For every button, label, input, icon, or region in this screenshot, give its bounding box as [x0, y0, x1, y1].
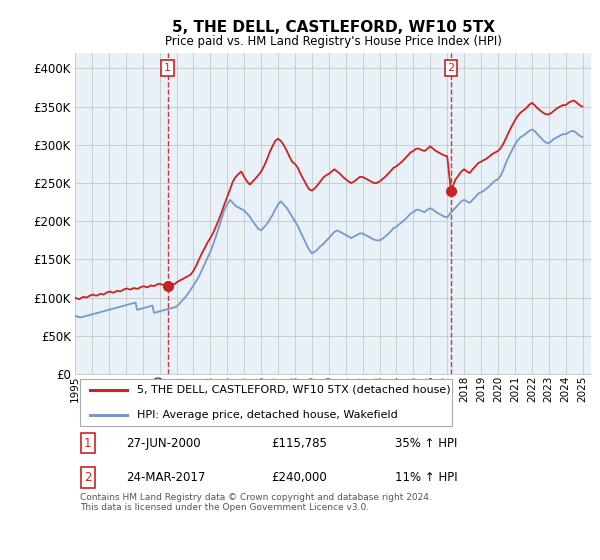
- Text: 35% ↑ HPI: 35% ↑ HPI: [395, 437, 457, 450]
- Text: 1: 1: [84, 437, 92, 450]
- Text: 24-MAR-2017: 24-MAR-2017: [127, 471, 206, 484]
- Text: HPI: Average price, detached house, Wakefield: HPI: Average price, detached house, Wake…: [137, 410, 398, 420]
- Text: £115,785: £115,785: [271, 437, 327, 450]
- Text: £240,000: £240,000: [271, 471, 327, 484]
- FancyBboxPatch shape: [80, 379, 452, 426]
- Text: 11% ↑ HPI: 11% ↑ HPI: [395, 471, 458, 484]
- Text: 1: 1: [164, 63, 171, 73]
- Text: 5, THE DELL, CASTLEFORD, WF10 5TX: 5, THE DELL, CASTLEFORD, WF10 5TX: [172, 20, 494, 35]
- Text: 27-JUN-2000: 27-JUN-2000: [127, 437, 201, 450]
- Text: 2: 2: [448, 63, 454, 73]
- Text: Price paid vs. HM Land Registry's House Price Index (HPI): Price paid vs. HM Land Registry's House …: [164, 35, 502, 48]
- Text: Contains HM Land Registry data © Crown copyright and database right 2024.
This d: Contains HM Land Registry data © Crown c…: [80, 493, 432, 512]
- Text: 2: 2: [84, 471, 92, 484]
- Text: 5, THE DELL, CASTLEFORD, WF10 5TX (detached house): 5, THE DELL, CASTLEFORD, WF10 5TX (detac…: [137, 385, 451, 395]
